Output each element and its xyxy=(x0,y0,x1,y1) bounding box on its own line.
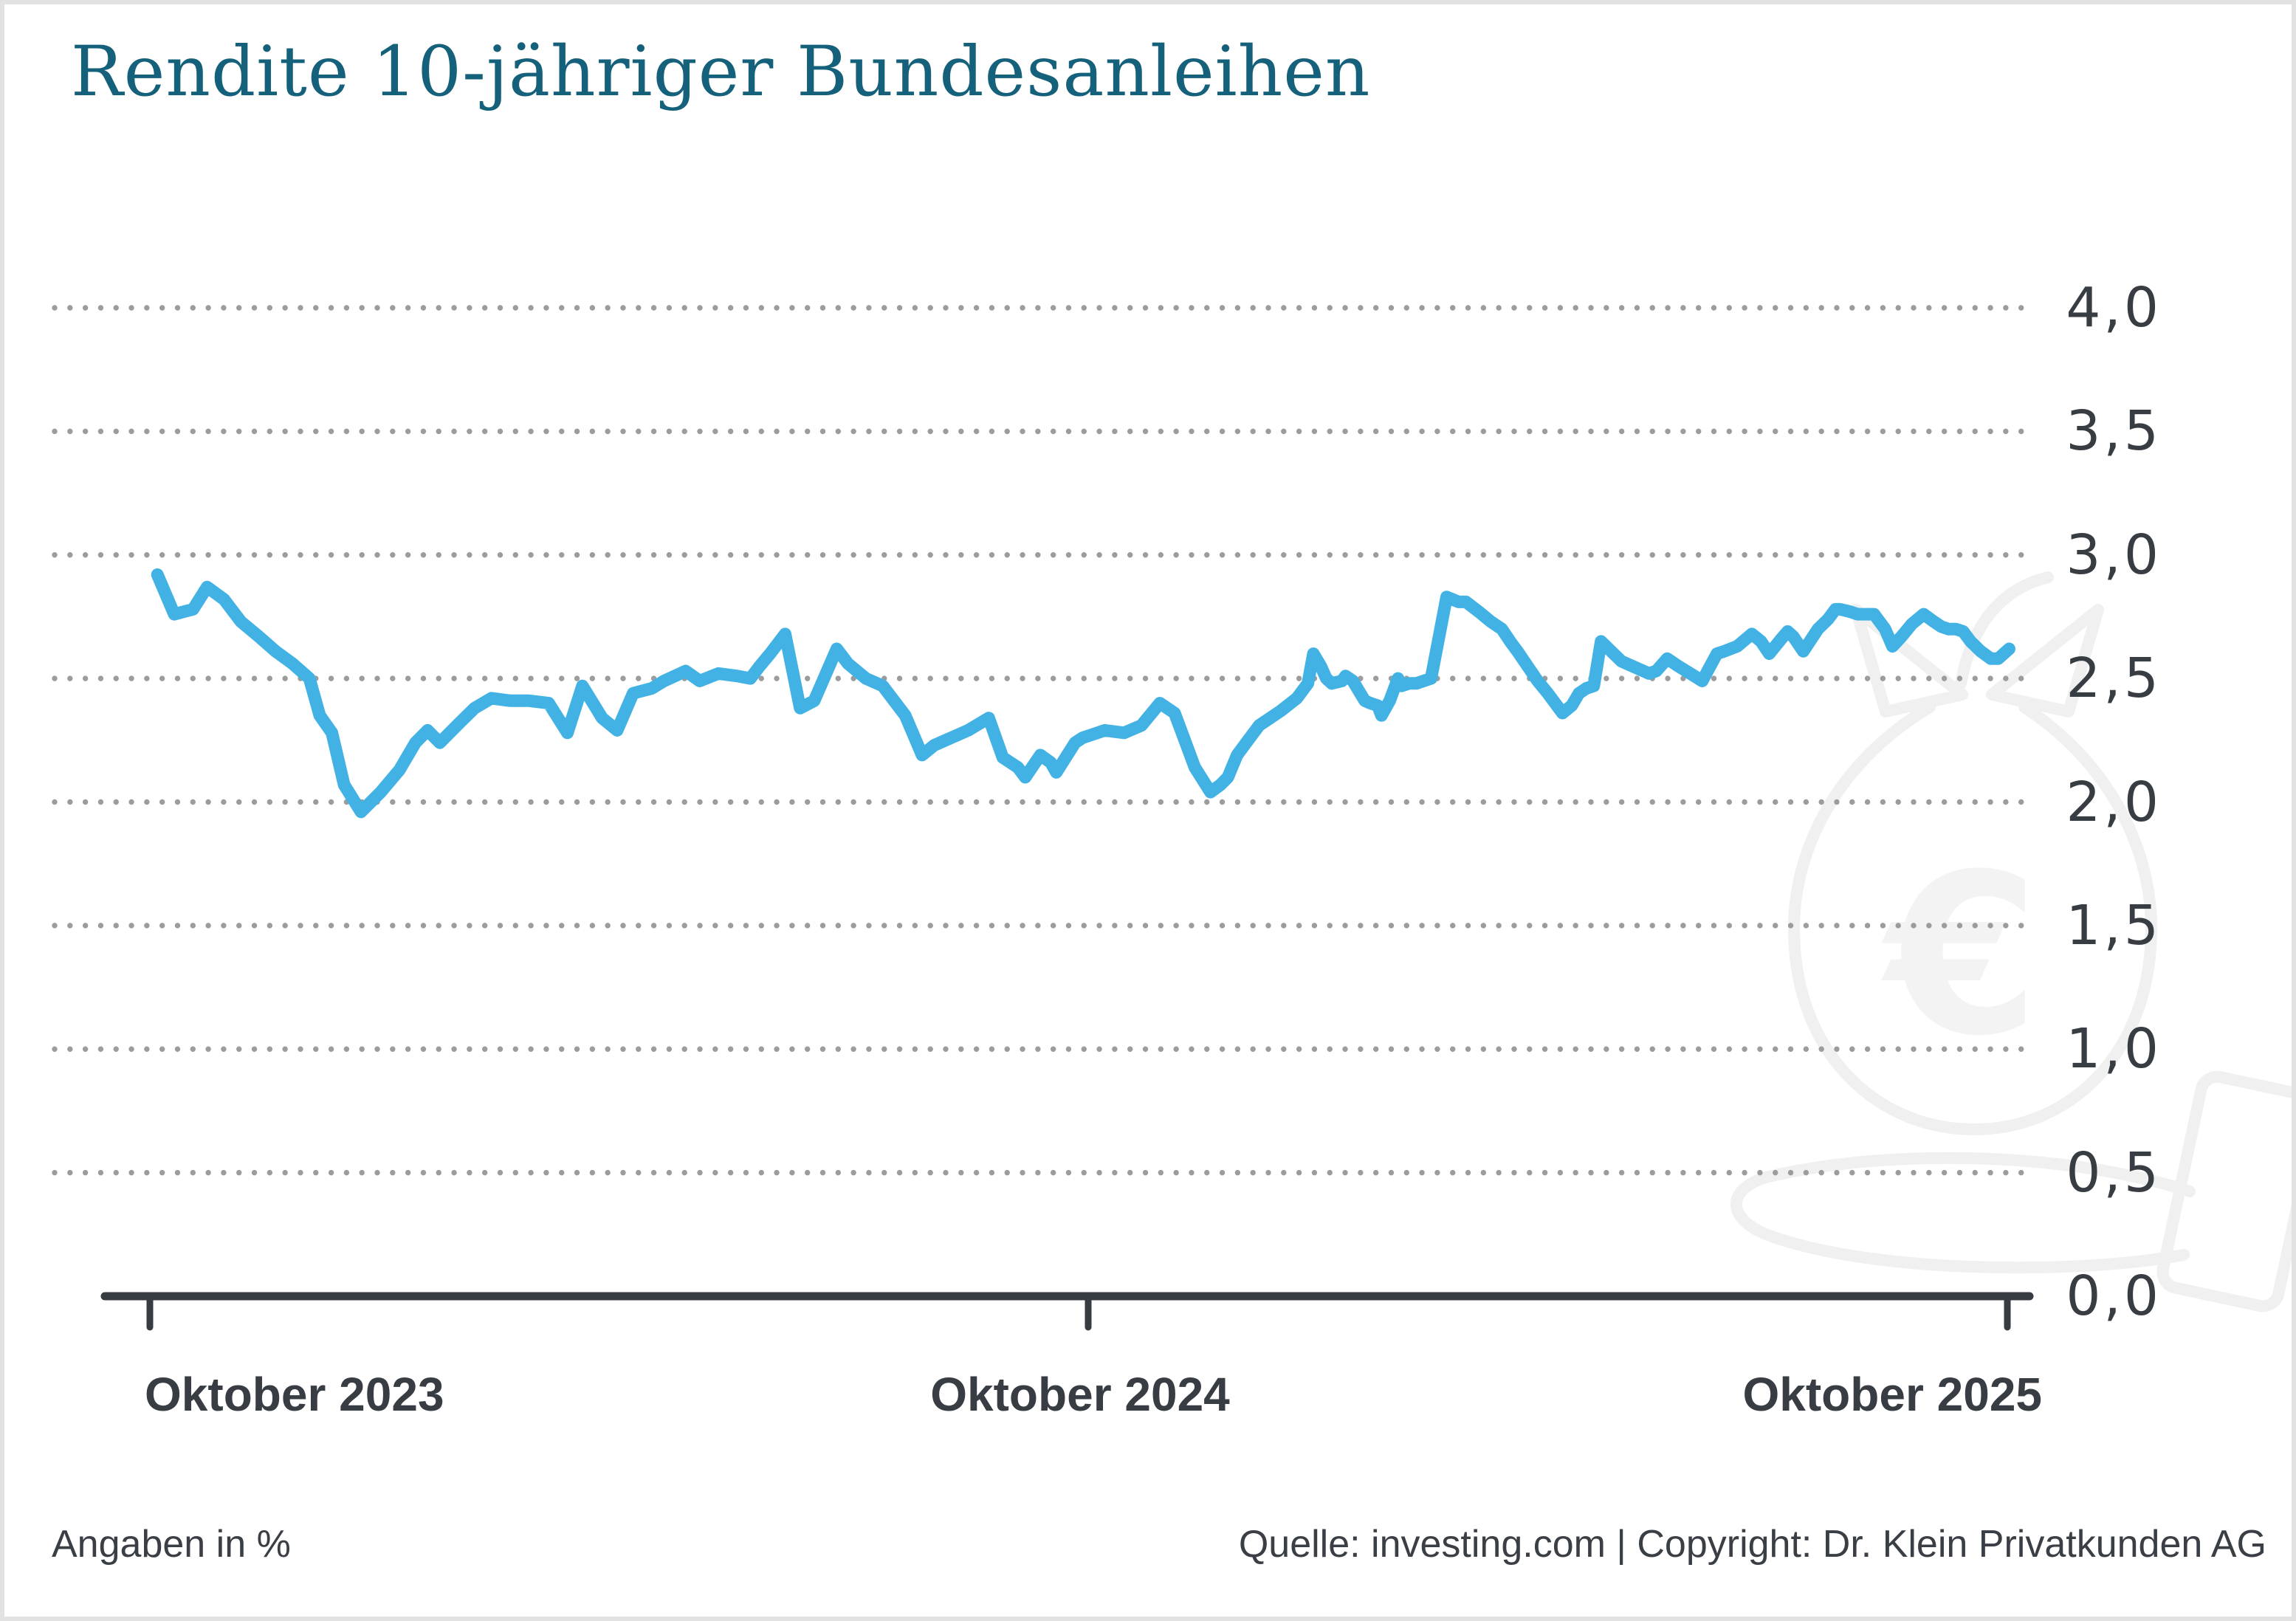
y-axis-tick-label: 2,0 xyxy=(2066,770,2162,834)
money-bag-knot-left-icon xyxy=(1850,604,1968,717)
money-bag-knot-right-icon xyxy=(1986,604,2104,717)
y-axis-tick-label: 3,0 xyxy=(2066,523,2162,587)
page-title: Rendite 10-jähriger Bundesanleihen xyxy=(71,32,1371,112)
y-axis-tick-label: 2,5 xyxy=(2066,647,2162,711)
source-copyright-note: Quelle: investing.com | Copyright: Dr. K… xyxy=(1238,1523,2266,1566)
x-axis-tick-label: Oktober 2023 xyxy=(145,1368,444,1421)
hand-icon xyxy=(1730,1152,2196,1274)
y-axis-tick-label: 1,5 xyxy=(2066,893,2162,957)
series-line xyxy=(151,568,2015,819)
hand-cuff-icon xyxy=(2156,1070,2292,1312)
y-axis-tick-label: 3,5 xyxy=(2066,399,2162,464)
x-axis-tick-label: Oktober 2024 xyxy=(930,1368,1230,1421)
money-bag-watermark: € xyxy=(1730,571,2292,1312)
y-axis-tick-label: 1,0 xyxy=(2066,1017,2162,1081)
euro-watermark-icon: € xyxy=(1879,827,2040,1084)
gridlines xyxy=(52,305,2036,1176)
y-axis-tick-label: 4,0 xyxy=(2066,276,2162,340)
money-bag-body-icon xyxy=(1788,701,2157,1135)
data-series xyxy=(151,568,2015,819)
line-chart: € xyxy=(52,305,2292,1331)
x-axis-tick-label: Oktober 2025 xyxy=(1742,1368,2042,1421)
y-axis-tick-label: 0,0 xyxy=(2066,1264,2162,1328)
y-axis-tick-label: 0,5 xyxy=(2066,1140,2162,1205)
money-bag-tuft-icon xyxy=(1955,571,2054,689)
unit-note: Angaben in % xyxy=(52,1523,291,1566)
x-axis xyxy=(100,1292,2034,1331)
